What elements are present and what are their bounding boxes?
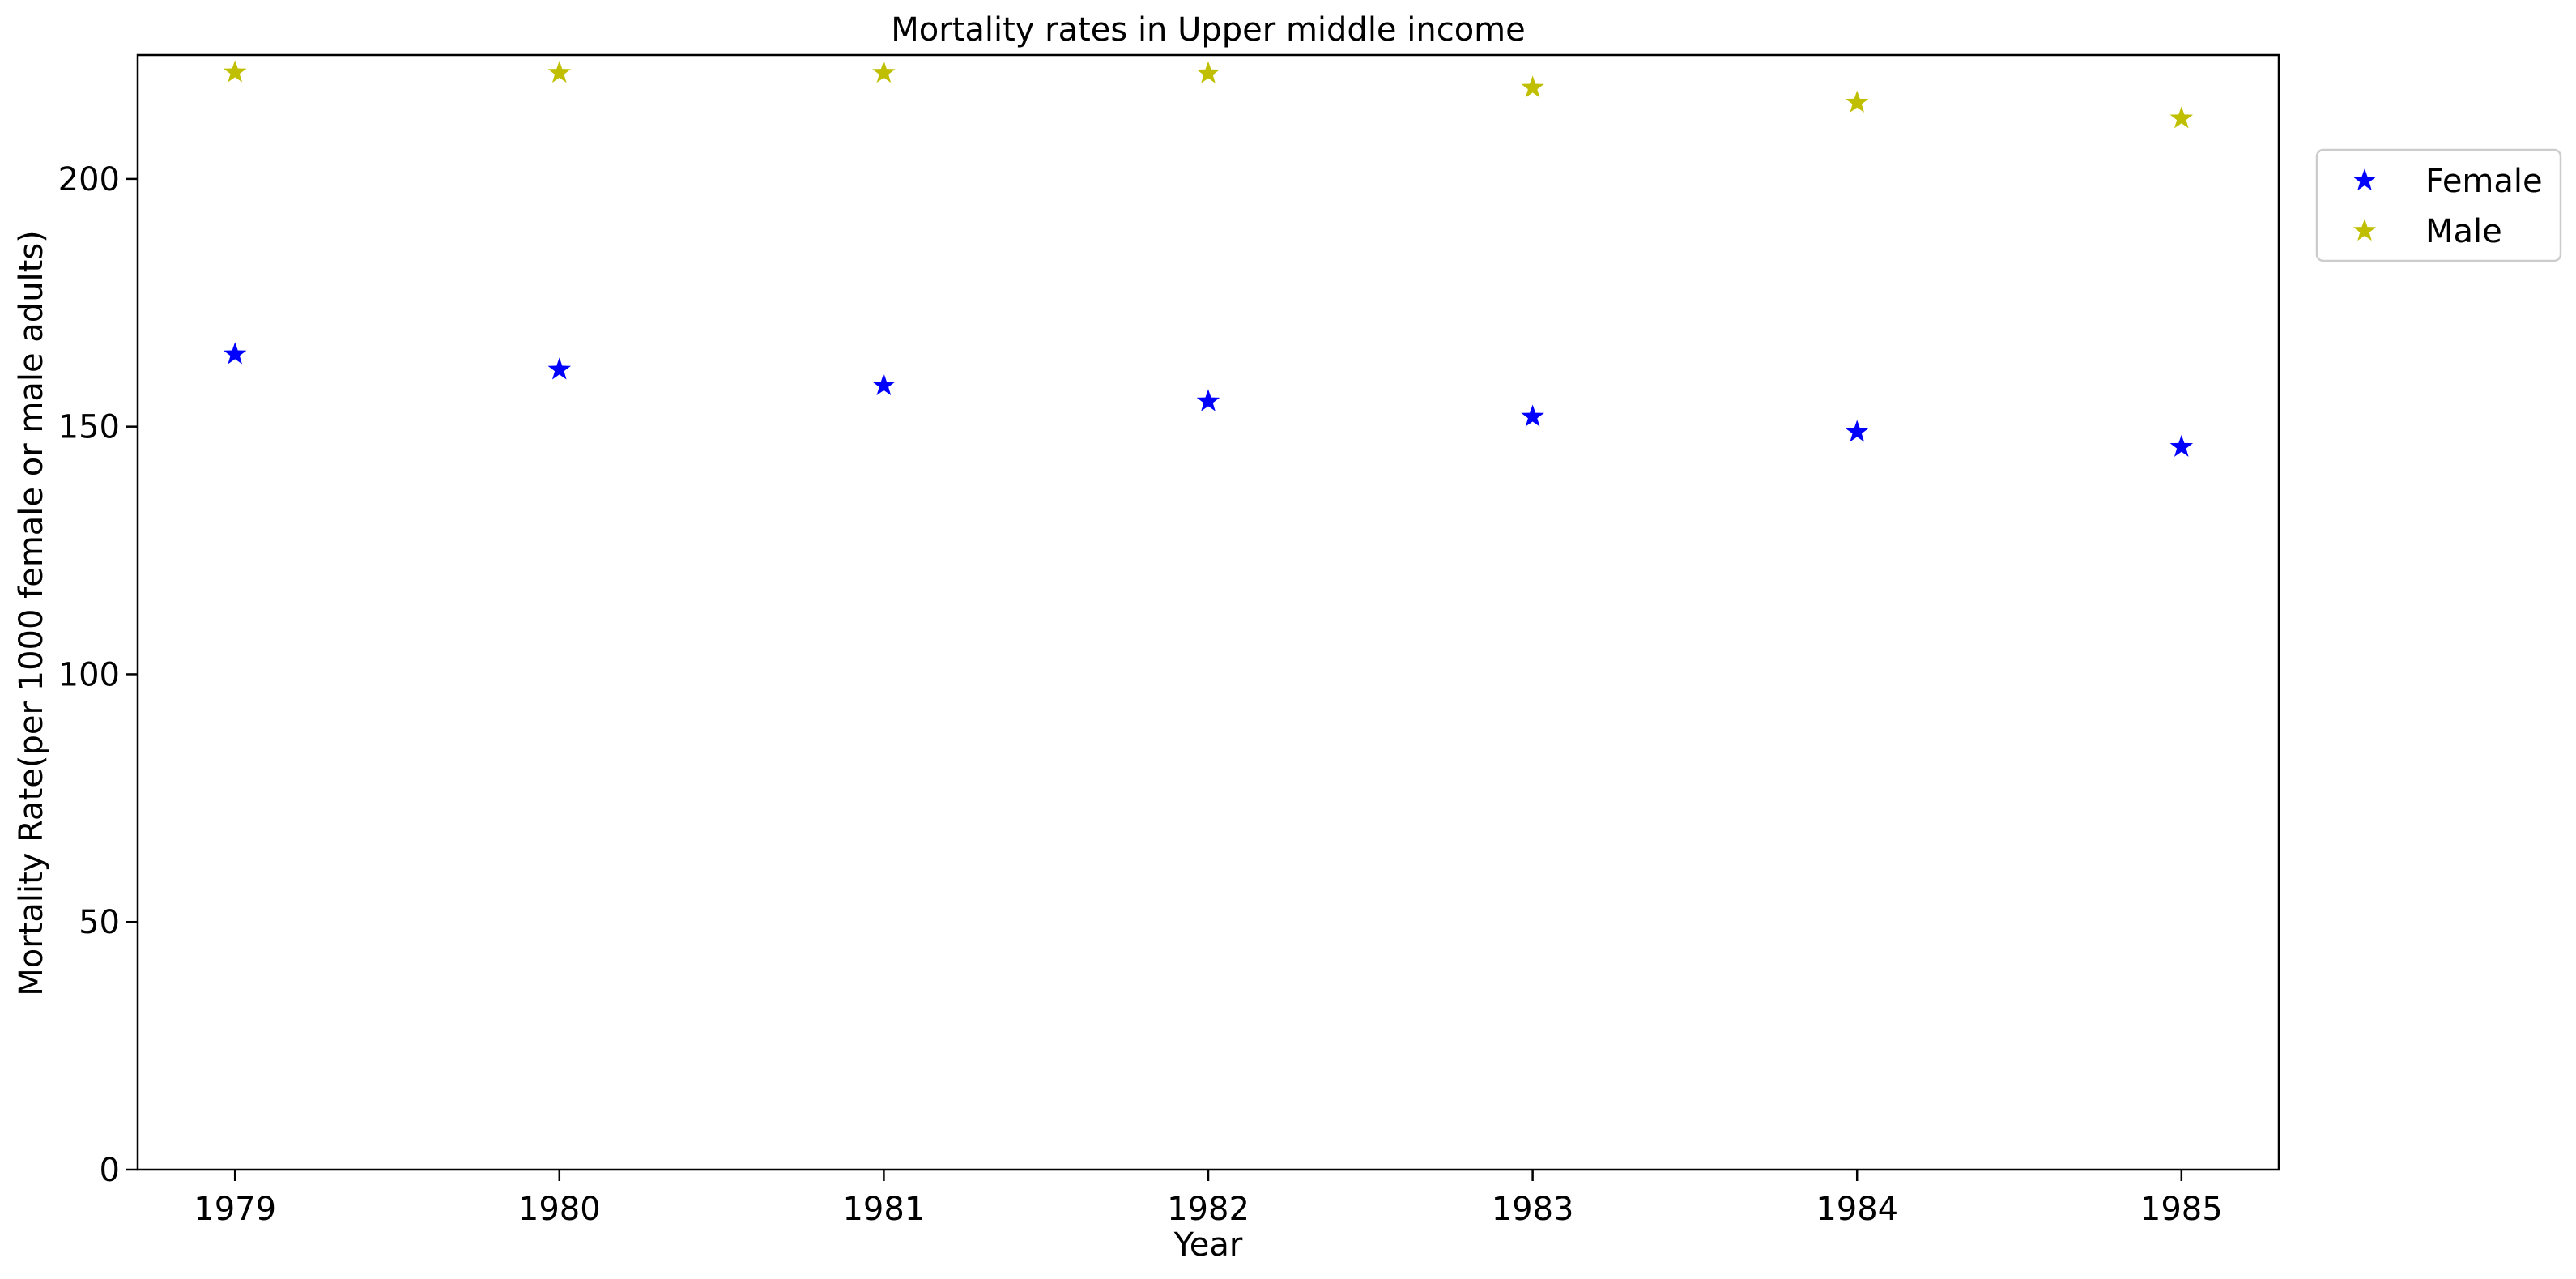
male-point (2169, 106, 2194, 129)
y-tick-label: 200 (58, 161, 120, 198)
female-point (2169, 434, 2194, 457)
female-point (223, 342, 247, 365)
y-tick-label: 150 (58, 409, 120, 446)
male-point (547, 61, 572, 83)
female-point (547, 357, 572, 380)
x-tick-label: 1979 (194, 1191, 276, 1228)
x-axis: 1979 1980 1981 1982 1983 1984 1985 (194, 1170, 2223, 1228)
female-point (1845, 420, 1869, 442)
legend-box (2315, 148, 2562, 262)
female-point (1196, 389, 1220, 411)
x-axis-label: Year (1173, 1226, 1243, 1264)
x-tick-label: 1984 (1816, 1191, 1898, 1228)
x-tick-label: 1981 (842, 1191, 925, 1228)
female-point (872, 373, 896, 396)
y-tick-label: 100 (58, 656, 120, 693)
legend-female-label: Female (2425, 163, 2543, 200)
chart-title: Mortality rates in Upper middle income (891, 11, 1526, 49)
male-point (1845, 90, 1869, 113)
legend-male-label: Male (2425, 213, 2502, 250)
data-points (223, 60, 2194, 457)
y-axis-label: Mortality Rate(per 1000 female or male a… (13, 230, 50, 996)
female-point (1521, 404, 1544, 427)
y-tick-label: 50 (79, 904, 120, 941)
x-tick-label: 1985 (2140, 1191, 2223, 1228)
male-point (872, 61, 896, 83)
y-tick-label: 0 (100, 1152, 120, 1189)
male-point (223, 60, 247, 83)
legend-male-marker (2352, 219, 2377, 241)
x-tick-label: 1982 (1167, 1191, 1250, 1228)
x-tick-label: 1980 (518, 1191, 601, 1228)
legend-female-marker (2352, 168, 2377, 191)
y-axis: 0 50 100 150 200 (58, 161, 138, 1189)
legend: Female Male (2315, 148, 2562, 262)
male-point (1196, 61, 1220, 83)
x-tick-label: 1983 (1492, 1191, 1574, 1228)
male-point (1521, 75, 1544, 98)
